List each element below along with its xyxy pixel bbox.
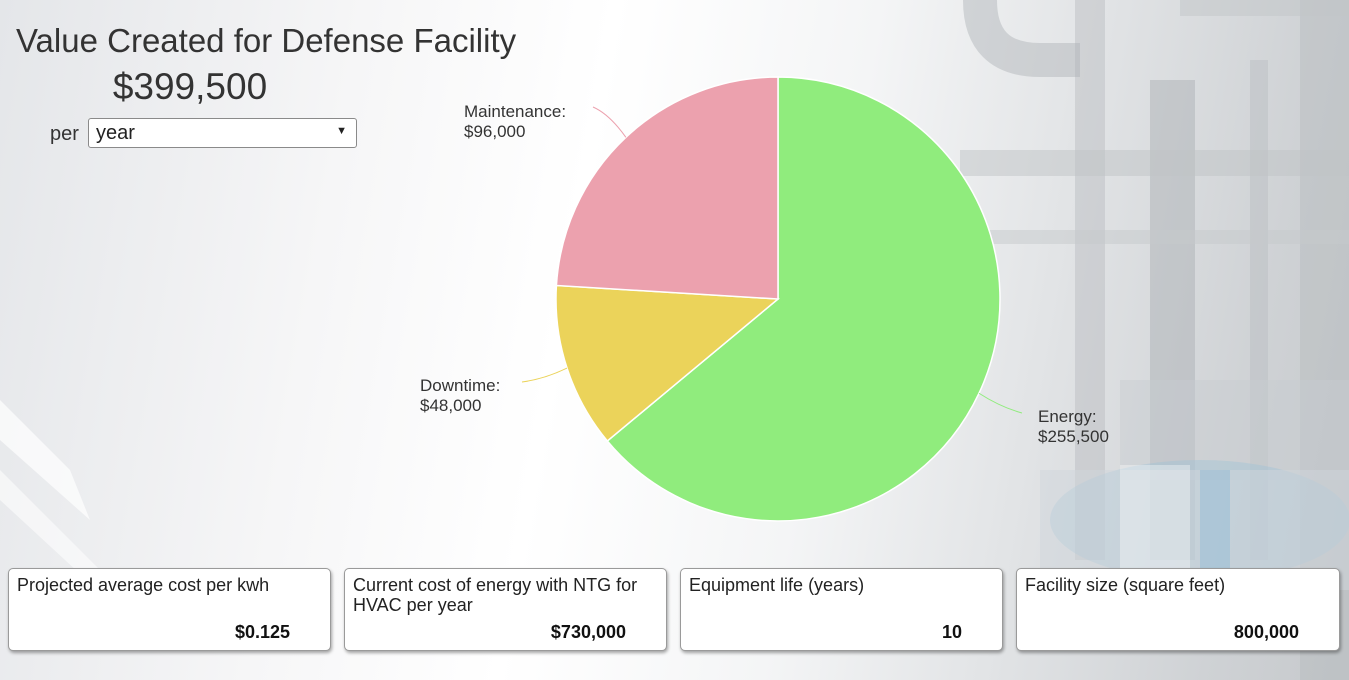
period-select-value: year	[96, 122, 135, 144]
period-select[interactable]: year ▼	[88, 118, 357, 148]
facility-size-label: Facility size (square feet)	[1025, 575, 1226, 595]
facility-size-value: 800,000	[1233, 622, 1299, 642]
cost-per-kwh-label: Projected average cost per kwh	[17, 575, 270, 595]
connector-energy	[978, 392, 1023, 414]
energy-cost-value: $730,000	[550, 622, 626, 642]
caret-down-icon: ▼	[336, 125, 347, 137]
energy-cost-label: Current cost of energy with NTG for HVAC…	[353, 575, 638, 615]
equipment-life-label: Equipment life (years)	[689, 575, 865, 595]
equipment-life-value: 10	[941, 622, 962, 642]
value-pie-chart: Energy:$255,500 Downtime:$48,000 Maintenan…	[420, 76, 1109, 522]
per-label: per	[50, 123, 79, 145]
slice-label-maintenance: Maintenance:	[464, 102, 566, 121]
slice-value-maintenance: $96,000	[464, 122, 525, 141]
connector-downtime	[521, 367, 568, 383]
facility-size-card[interactable]: Facility size (square feet) 800,000	[1016, 568, 1340, 651]
equipment-life-card[interactable]: Equipment life (years) 10	[680, 568, 1003, 651]
slice-value-energy: $255,500	[1038, 427, 1109, 446]
energy-cost-card[interactable]: Current cost of energy with NTG for HVAC…	[344, 568, 667, 651]
pie-slice-maintenance[interactable]	[555, 76, 779, 300]
slice-value-downtime: $48,000	[420, 396, 481, 415]
cost-per-kwh-value: $0.125	[234, 622, 290, 642]
page-title: Value Created for Defense Facility	[16, 22, 517, 59]
pie-slice-energy[interactable]	[606, 76, 1001, 522]
total-value: $399,500	[112, 66, 268, 107]
slice-label-downtime: Downtime:	[420, 376, 500, 395]
connector-maintenance	[592, 106, 627, 138]
cost-per-kwh-card[interactable]: Projected average cost per kwh $0.125	[8, 568, 331, 651]
slice-label-energy: Energy:	[1038, 407, 1097, 426]
